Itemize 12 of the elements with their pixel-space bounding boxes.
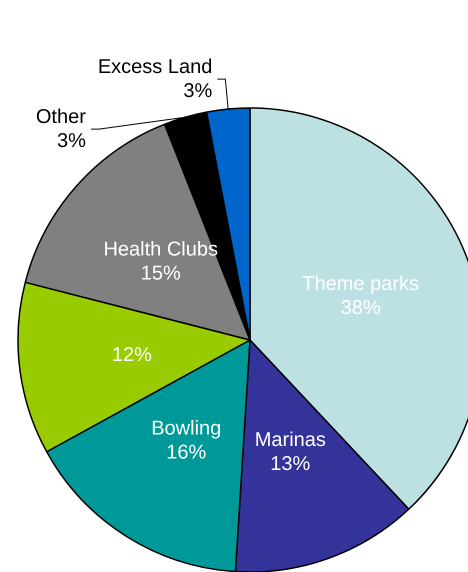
slice-label: Other xyxy=(36,106,86,128)
data-label: 3% xyxy=(183,80,213,102)
slice-label: Excess Land xyxy=(98,56,212,78)
data-label: 15% xyxy=(140,262,181,284)
slice-label: Marinas xyxy=(254,428,326,451)
data-label: 3% xyxy=(56,130,86,152)
data-label: 13% xyxy=(270,452,311,475)
data-label: 16% xyxy=(166,441,206,464)
slice-label: Bowling xyxy=(151,417,222,440)
data-label: 38% xyxy=(340,297,381,320)
data-label: 12% xyxy=(112,344,152,366)
slice-label: Theme parks xyxy=(302,273,420,296)
